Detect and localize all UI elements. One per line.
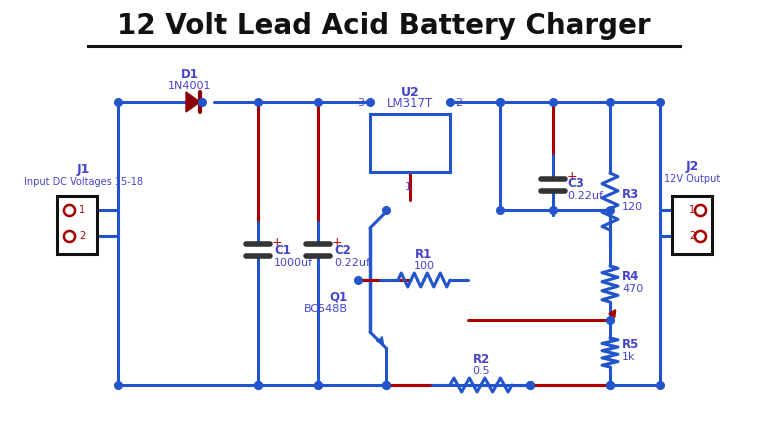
Text: 1N4001: 1N4001 xyxy=(168,81,212,91)
Text: ADJ: ADJ xyxy=(398,153,422,166)
Text: R1: R1 xyxy=(415,248,432,261)
Text: BC548B: BC548B xyxy=(304,304,348,314)
Text: 2: 2 xyxy=(689,231,695,241)
Text: Q1: Q1 xyxy=(330,290,348,303)
Text: D1: D1 xyxy=(181,68,199,81)
Text: OUT: OUT xyxy=(419,127,449,140)
Text: R3: R3 xyxy=(622,187,639,200)
Text: 1: 1 xyxy=(405,182,412,192)
Text: +: + xyxy=(567,171,578,184)
Text: J1: J1 xyxy=(76,163,90,177)
Text: Input DC Voltages 15-18: Input DC Voltages 15-18 xyxy=(24,177,143,187)
Text: 0.5: 0.5 xyxy=(472,366,490,376)
Text: 3: 3 xyxy=(357,98,365,108)
Text: 1k: 1k xyxy=(622,353,635,362)
Text: R4: R4 xyxy=(622,270,640,283)
Text: 1: 1 xyxy=(689,205,695,215)
Text: C1: C1 xyxy=(274,244,291,257)
Polygon shape xyxy=(186,92,200,112)
Bar xyxy=(370,114,450,172)
Text: 2: 2 xyxy=(455,98,462,108)
Text: 0.22uf: 0.22uf xyxy=(567,191,603,201)
Text: J2: J2 xyxy=(685,160,699,173)
Text: 12V Output: 12V Output xyxy=(664,174,720,184)
Text: R5: R5 xyxy=(622,339,640,352)
Text: 470: 470 xyxy=(622,284,644,294)
Text: 12 Volt Lead Acid Battery Charger: 12 Volt Lead Acid Battery Charger xyxy=(118,12,650,40)
Text: 100: 100 xyxy=(413,261,435,271)
Text: 120: 120 xyxy=(622,201,643,212)
Text: 2: 2 xyxy=(79,231,85,241)
Text: +: + xyxy=(272,235,283,248)
Text: 1000uf: 1000uf xyxy=(274,258,313,268)
Bar xyxy=(672,196,712,254)
Text: LM317T: LM317T xyxy=(387,97,433,110)
Text: 1: 1 xyxy=(79,205,85,215)
Text: C2: C2 xyxy=(334,244,351,257)
Text: 0.22uf: 0.22uf xyxy=(334,258,370,268)
Text: +: + xyxy=(332,235,343,248)
Text: IN: IN xyxy=(379,127,393,140)
Text: U2: U2 xyxy=(401,86,419,99)
Text: R2: R2 xyxy=(472,353,490,366)
Bar xyxy=(57,196,97,254)
Text: C3: C3 xyxy=(567,177,584,190)
